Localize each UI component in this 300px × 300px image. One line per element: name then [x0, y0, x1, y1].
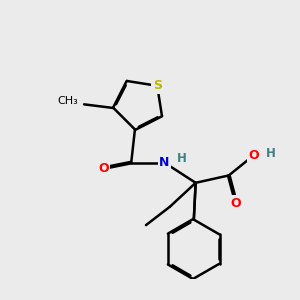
- Text: O: O: [248, 149, 259, 162]
- Text: CH₃: CH₃: [58, 96, 79, 106]
- Text: O: O: [98, 162, 109, 175]
- Text: N: N: [159, 156, 170, 169]
- Text: H: H: [266, 147, 275, 160]
- Text: H: H: [177, 152, 187, 165]
- Text: O: O: [231, 196, 242, 210]
- Text: S: S: [153, 79, 162, 92]
